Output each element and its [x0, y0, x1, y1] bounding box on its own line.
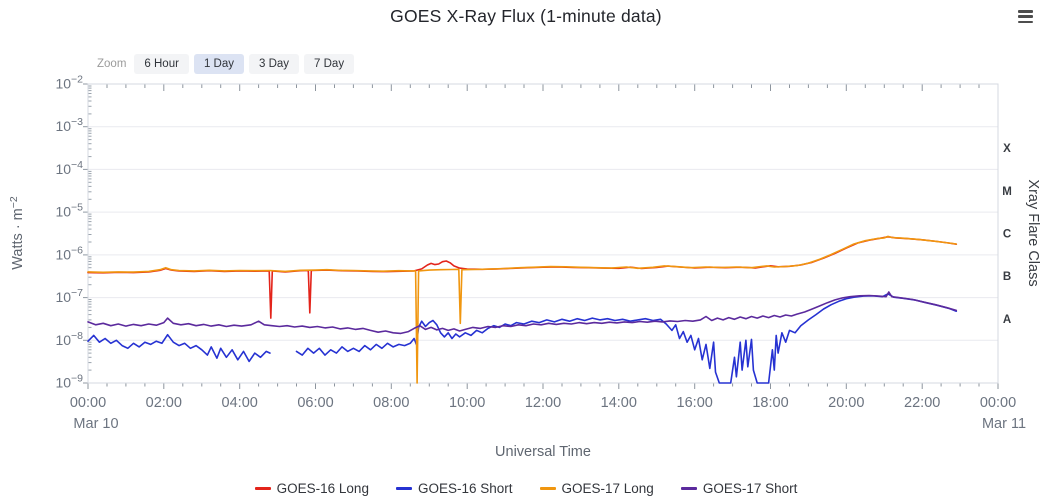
zoom-6hour-button[interactable]: 6 Hour [134, 54, 189, 74]
plot-frame [87, 83, 999, 384]
zoom-range-selector: Zoom 6 Hour 1 Day 3 Day 7 Day [97, 54, 355, 74]
legend-item-goes-16-long[interactable]: GOES-16 Long [254, 481, 369, 496]
x-tick-label: 06:00 [297, 395, 333, 411]
zoom-label: Zoom [97, 58, 127, 70]
legend-swatch [254, 487, 271, 490]
legend-swatch [539, 487, 556, 490]
y2-axis-title: Xray Flare Class [1025, 179, 1041, 286]
flare-class-label: B [1003, 271, 1011, 283]
page-title: GOES X-Ray Flux (1-minute data) [390, 6, 662, 26]
zoom-1day-button[interactable]: 1 Day [193, 54, 244, 74]
legend-swatch [680, 487, 697, 490]
x-tick-label: 00:00 [70, 395, 106, 411]
x-tick-label: 08:00 [373, 395, 409, 411]
x-tick-label: 22:00 [904, 395, 940, 411]
hamburger-bar [1018, 10, 1033, 13]
flare-class-label: X [1003, 143, 1011, 155]
legend-item-goes-16-short[interactable]: GOES-16 Short [395, 481, 513, 496]
series-goes-16-short [87, 293, 958, 384]
flare-class-label: C [1003, 229, 1011, 241]
legend-label: GOES-16 Short [417, 481, 513, 496]
x-axis-title: Universal Time [495, 444, 591, 460]
legend-label: GOES-16 Long [276, 481, 369, 496]
hamburger-bar [1018, 20, 1033, 24]
hamburger-bar [1018, 15, 1033, 19]
legend-item-goes-17-short[interactable]: GOES-17 Short [680, 481, 798, 496]
zoom-3day-button[interactable]: 3 Day [248, 54, 300, 74]
zoom-7day-button[interactable]: 7 Day [304, 54, 355, 74]
x-tick-label: 04:00 [222, 395, 258, 411]
x-axis-start-date: Mar 10 [73, 416, 118, 432]
flare-class-label: A [1003, 314, 1011, 326]
y-tick-label: 10−9 [55, 373, 83, 391]
x-tick-label: 10:00 [449, 395, 485, 411]
axis-ticks [83, 83, 999, 389]
series-goes-17-long [87, 235, 958, 384]
y-axis-tick-labels: 10−2 10−3 10−4 10−5 10−6 10−7 10−8 10−9 [55, 74, 83, 391]
x-tick-label: 14:00 [601, 395, 637, 411]
flare-class-labels: X M C B A [1002, 143, 1012, 326]
y-tick-label: 10−2 [55, 74, 83, 92]
legend-swatch [395, 487, 412, 490]
series-goes-17-short [87, 291, 958, 335]
x-tick-label: 18:00 [752, 395, 788, 411]
y-axis-title: Watts · m−2 [8, 196, 26, 270]
y-tick-label: 10−6 [55, 244, 83, 262]
series-goes-16-long [87, 236, 958, 319]
y-gridlines [88, 126, 998, 341]
x-tick-label: 20:00 [828, 395, 864, 411]
y-tick-label: 10−5 [55, 202, 83, 220]
y-tick-label: 10−3 [55, 116, 83, 134]
legend-item-goes-17-long[interactable]: GOES-17 Long [539, 481, 654, 496]
hamburger-menu-icon[interactable] [1018, 10, 1033, 24]
x-tick-label: 02:00 [146, 395, 182, 411]
y-tick-label: 10−4 [55, 159, 83, 177]
y-tick-label: 10−7 [55, 287, 83, 305]
x-axis-tick-labels: 00:00 02:00 04:00 06:00 08:00 10:00 12:00 14:00… [70, 395, 1016, 411]
series-lines [87, 235, 958, 384]
x-tick-label: 16:00 [677, 395, 713, 411]
y-tick-label: 10−8 [55, 330, 83, 348]
x-tick-label: 00:00 [980, 395, 1016, 411]
legend-label: GOES-17 Short [702, 481, 798, 496]
x-tick-label: 12:00 [525, 395, 561, 411]
x-axis-end-date: Mar 11 [982, 416, 1026, 432]
flare-class-label: M [1002, 186, 1012, 198]
legend-label: GOES-17 Long [561, 481, 654, 496]
chart-legend: GOES-16 Long GOES-16 Short GOES-17 Long GOE… [0, 481, 1052, 496]
